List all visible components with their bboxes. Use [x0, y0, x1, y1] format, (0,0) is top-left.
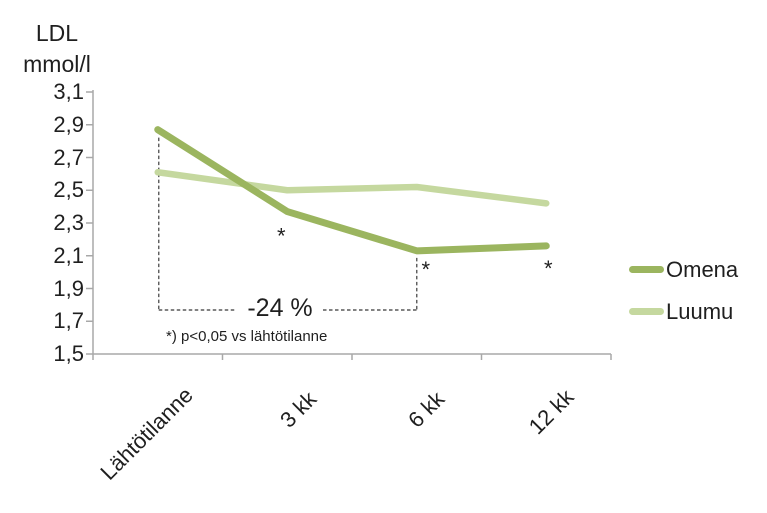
legend-line-swatch	[629, 266, 664, 273]
legend-item-luumu: Luumu	[629, 299, 738, 324]
series-line-luumu	[154, 168, 550, 207]
significance-asterisk: *	[421, 257, 430, 282]
y-axis-tick-label: 2,5	[53, 177, 84, 203]
series-line-omena	[154, 126, 550, 255]
y-axis-tick-label: 2,1	[53, 242, 84, 268]
y-axis-title-line1: LDL	[35, 20, 79, 46]
y-axis-tick-label: 1,7	[53, 308, 84, 334]
significance-asterisk: *	[544, 256, 553, 281]
y-axis-tick-label: 3,1	[53, 79, 84, 104]
legend-label: Omena	[666, 256, 739, 282]
y-axis-tick-label: 1,9	[53, 275, 84, 301]
y-axis-tick-label: 2,7	[53, 144, 84, 170]
legend-item-omena: Omena	[629, 257, 738, 282]
y-axis-title-line2: mmol/l	[23, 51, 91, 77]
y-axis-tick-label: 2,3	[53, 210, 84, 235]
y-axis-title: LDL mmol/l	[14, 18, 100, 80]
legend-label: Luumu	[666, 298, 734, 324]
significance-asterisk: *	[277, 224, 286, 249]
y-axis-tick-label: 1,5	[53, 341, 84, 366]
legend: Omena Luumu	[629, 257, 738, 324]
legend-line-swatch	[629, 308, 664, 315]
percent-change-label: -24 %	[247, 294, 313, 323]
significance-footnote: *) p<0,05 vs lähtötilanne	[166, 328, 328, 345]
y-axis-tick-label: 2,9	[53, 111, 84, 137]
